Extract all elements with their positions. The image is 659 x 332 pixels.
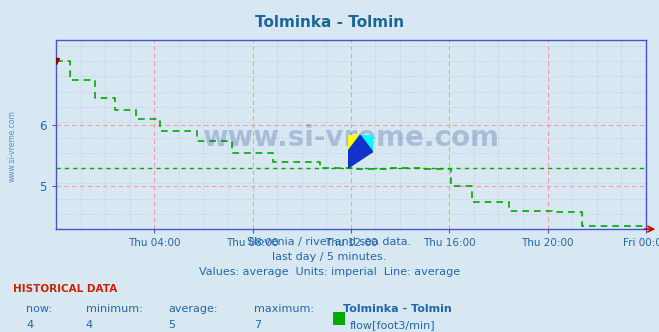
Text: Tolminka - Tolmin: Tolminka - Tolmin <box>255 15 404 30</box>
Polygon shape <box>348 135 373 152</box>
Text: www.si-vreme.com: www.si-vreme.com <box>202 124 500 152</box>
Text: 5: 5 <box>168 320 175 330</box>
Text: Values: average  Units: imperial  Line: average: Values: average Units: imperial Line: av… <box>199 267 460 277</box>
Text: now:: now: <box>26 304 52 314</box>
Text: Slovenia / river and sea data.: Slovenia / river and sea data. <box>247 237 412 247</box>
Text: minimum:: minimum: <box>86 304 142 314</box>
Text: Tolminka - Tolmin: Tolminka - Tolmin <box>343 304 451 314</box>
Text: average:: average: <box>168 304 217 314</box>
Text: last day / 5 minutes.: last day / 5 minutes. <box>272 252 387 262</box>
Text: maximum:: maximum: <box>254 304 314 314</box>
Text: 7: 7 <box>254 320 261 330</box>
Text: 4: 4 <box>86 320 93 330</box>
Polygon shape <box>348 152 373 168</box>
Polygon shape <box>360 135 373 152</box>
Text: www.si-vreme.com: www.si-vreme.com <box>8 110 17 182</box>
Text: 4: 4 <box>26 320 34 330</box>
Polygon shape <box>348 135 360 152</box>
Text: flow[foot3/min]: flow[foot3/min] <box>349 320 435 330</box>
Text: HISTORICAL DATA: HISTORICAL DATA <box>13 284 117 294</box>
